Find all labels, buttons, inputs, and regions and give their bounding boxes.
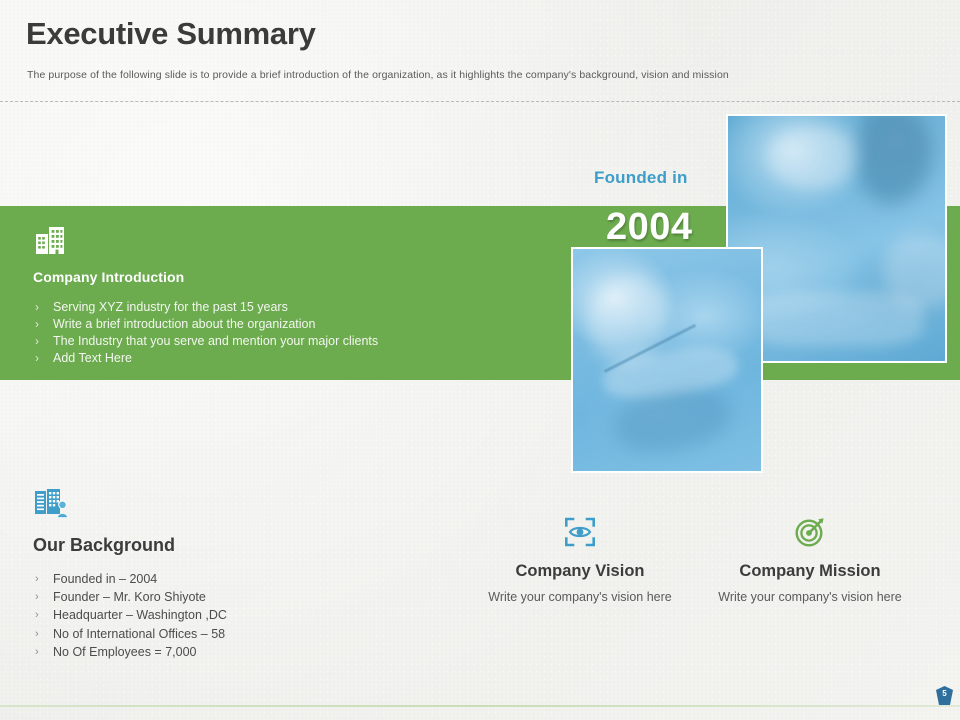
list-item: › Founder – Mr. Koro Shiyote [33,588,433,606]
list-item: › Serving XYZ industry for the past 15 ye… [33,299,553,316]
our-background-block: Our Background › Founded in – 2004 › Found… [33,486,433,661]
list-item-label: No Of Employees = 7,000 [53,644,197,659]
list-item: › No Of Employees = 7,000 [33,643,433,661]
chevron-right-icon: › [35,351,39,365]
our-background-heading: Our Background [33,535,176,555]
building-with-person-icon [35,489,69,518]
list-item: › The Industry that you serve and mention… [33,333,553,350]
chevron-right-icon: › [35,317,39,331]
company-mission-card: Company Mission Write your company's vis… [690,516,930,606]
list-item: › Write a brief introduction about the or… [33,316,553,333]
footer-divider [0,705,960,707]
list-item-label: Add Text Here [53,351,132,365]
chevron-right-icon: › [35,627,39,640]
badge-shield-shape [936,686,953,705]
company-mission-text: Write your company's vision here [718,590,902,604]
photo-meeting-large [726,114,947,363]
list-item-label: No of International Offices – 58 [53,626,226,641]
list-item-label: Founder – Mr. Koro Shiyote [53,590,206,605]
company-vision-text: Write your company's vision here [488,590,672,604]
company-vision-card: Company Vision Write your company's visi… [460,516,700,606]
founded-in-label: Founded in [594,168,688,187]
list-item-label: Write a brief introduction about the org… [53,317,316,331]
chevron-right-icon: › [35,645,39,658]
page-number-value: 5 [942,689,947,698]
company-vision-title: Company Vision [515,562,645,580]
list-item-label: Headquarter – Washington ,DC [53,608,227,623]
company-introduction-heading: Company Introduction [33,269,185,285]
page-number-badge: 5 [936,686,953,705]
list-item-label: The Industry that you serve and mention … [53,334,379,348]
eye-focus-icon [565,517,595,547]
office-buildings-icon [36,227,64,254]
list-item: › Add Text Here [33,350,553,367]
target-dart-icon [795,518,824,547]
list-item-label: Founded in – 2004 [53,572,158,586]
list-item: › No of International Offices – 58 [33,625,433,643]
chevron-right-icon: › [35,334,39,348]
company-introduction-block: Company Introduction › Serving XYZ indust… [33,224,553,367]
our-background-list: › Founded in – 2004 › Founder – Mr. Koro S… [33,570,433,661]
list-item-label: Serving XYZ industry for the past 15 yea… [53,300,288,314]
chevron-right-icon: › [35,300,39,314]
list-item: › Headquarter – Washington ,DC [33,606,433,624]
company-introduction-list: › Serving XYZ industry for the past 15 ye… [33,299,553,367]
photo-writing-small [571,247,763,473]
chevron-right-icon: › [35,609,39,622]
page-subtitle: The purpose of the following slide is to… [27,69,729,81]
company-mission-title: Company Mission [739,562,881,580]
list-item: › Founded in – 2004 [33,570,433,588]
founded-year-value: 2004 [606,206,693,248]
chevron-right-icon: › [35,573,39,585]
chevron-right-icon: › [35,591,39,604]
header-divider [0,101,960,102]
page-title: Executive Summary [26,16,316,51]
